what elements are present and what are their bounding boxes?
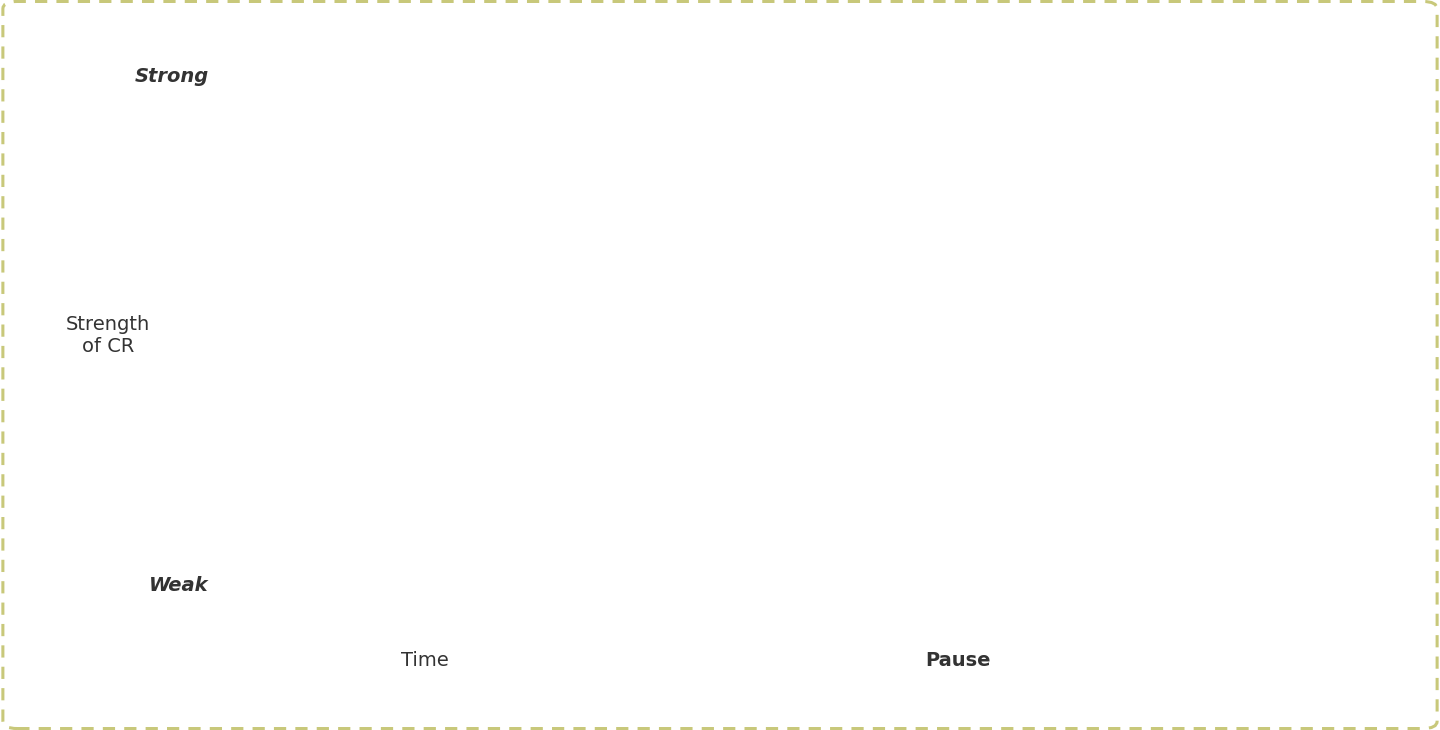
Text: Time: Time: [400, 651, 449, 670]
Text: Spontaneous
recovery of CR: Spontaneous recovery of CR: [1148, 137, 1342, 364]
Text: Acquisition
(CS + US): Acquisition (CS + US): [248, 110, 354, 151]
Text: Weak: Weak: [150, 576, 209, 595]
Text: Strength
of CR: Strength of CR: [66, 315, 150, 356]
Text: Extinction
(CS alone): Extinction (CS alone): [1207, 323, 1315, 453]
Text: Extinction
(CS alone): Extinction (CS alone): [616, 110, 717, 151]
Bar: [979, 73, 1129, 606]
Text: Strong: Strong: [134, 67, 209, 86]
Text: Pause: Pause: [924, 651, 991, 670]
